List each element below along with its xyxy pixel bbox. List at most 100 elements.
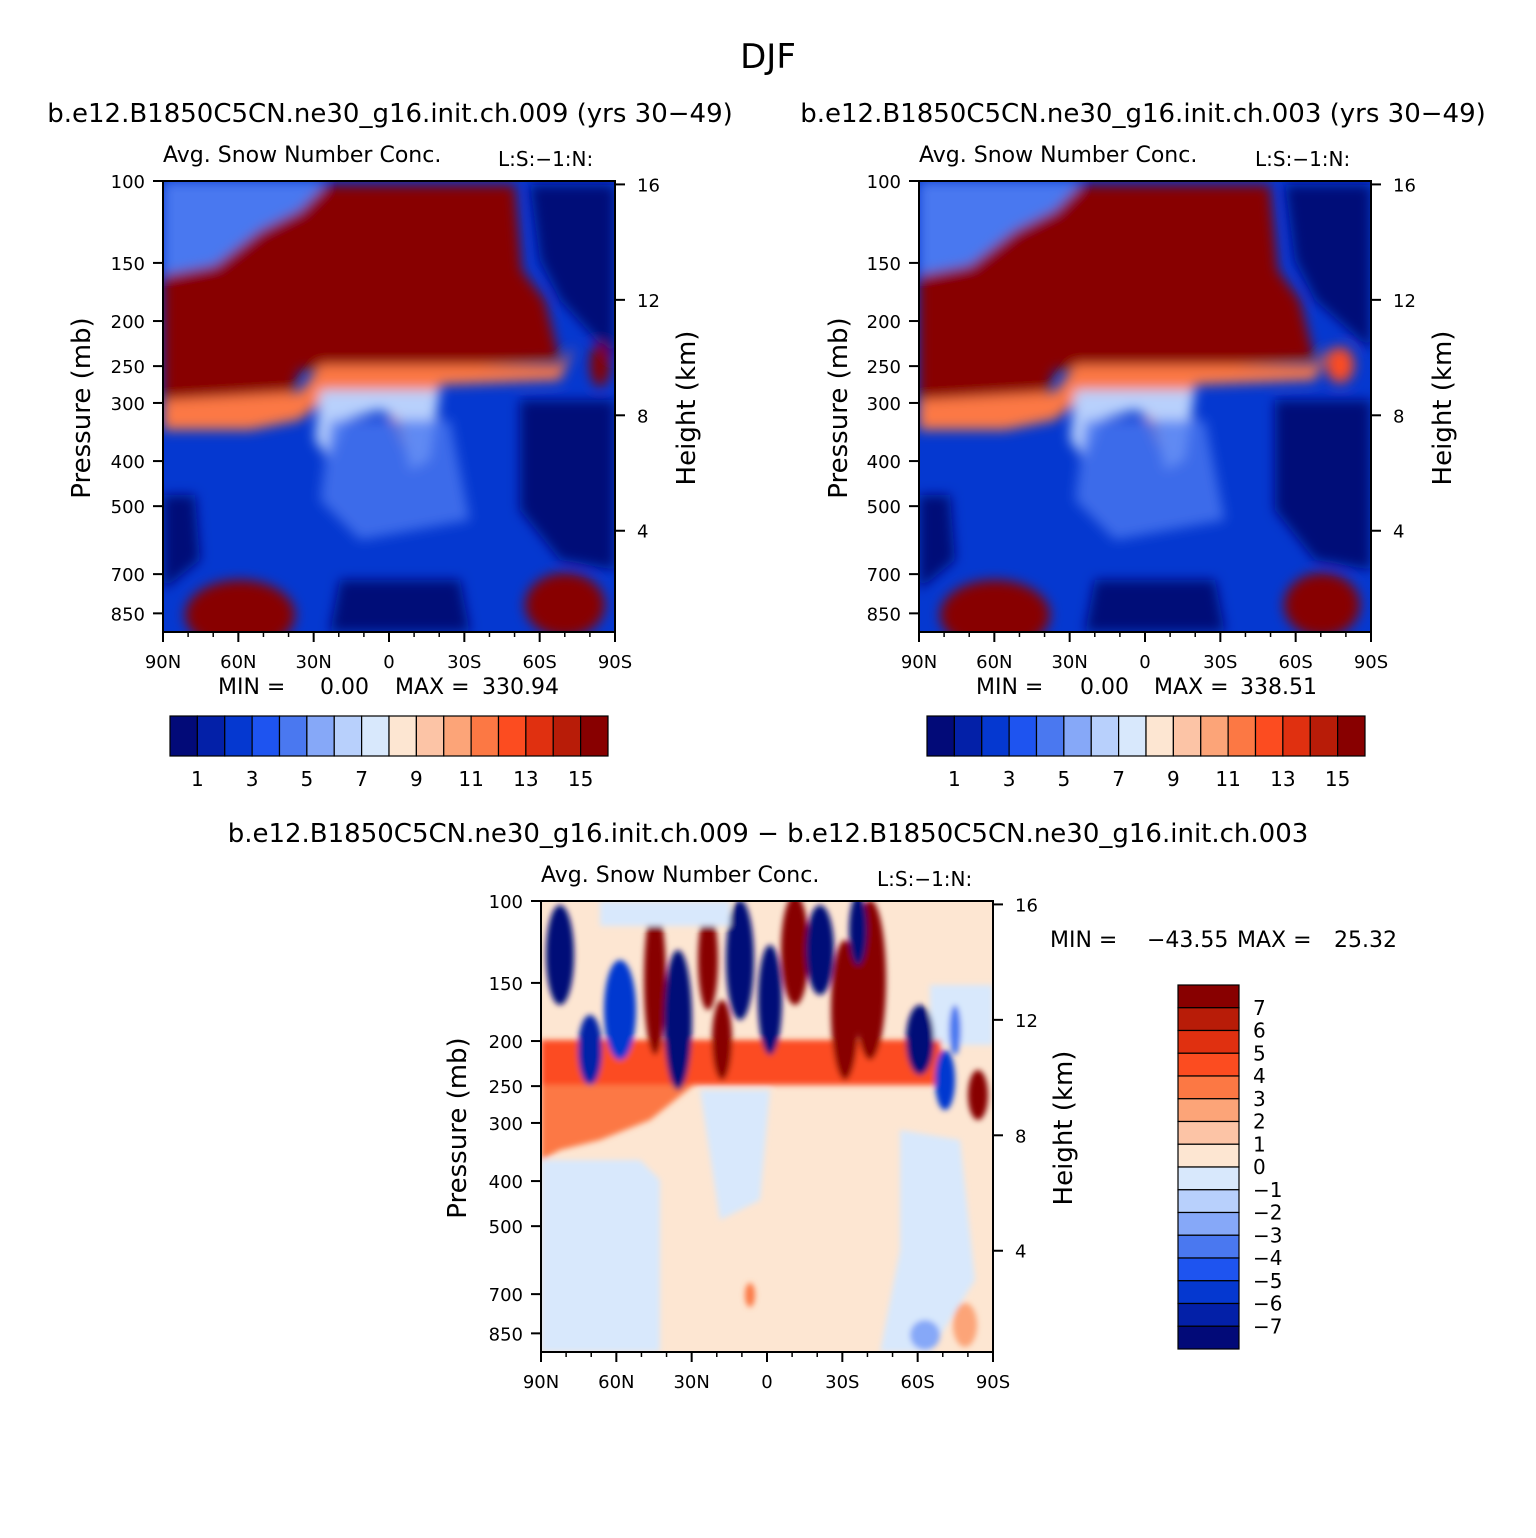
- y-tick-label: 850: [111, 604, 145, 625]
- y-tick-label: 500: [111, 497, 145, 518]
- panel-a-field: [163, 181, 615, 632]
- colorbar-label: 3: [1253, 1087, 1266, 1111]
- colorbar-label: 0: [1253, 1155, 1266, 1179]
- page-title: DJF: [740, 37, 796, 77]
- colorbar-swatch: [443, 715, 472, 757]
- panel-b-subtitle: Avg. Snow Number Conc.: [919, 143, 1197, 168]
- colorbar-label: 9: [1167, 767, 1180, 791]
- panel-a-max: 330.94: [482, 675, 559, 700]
- panel-diff-ylabel-right: Height (km): [1049, 1051, 1079, 1206]
- y-tick-label: 700: [867, 565, 901, 586]
- y-tick-label: 400: [867, 452, 901, 473]
- panel-b-min: 0.00: [1080, 675, 1129, 700]
- colorbar-swatch: [1254, 715, 1284, 757]
- colorbar-swatch: [552, 715, 582, 757]
- colorbar-swatch: [1177, 1075, 1240, 1100]
- colorbar-swatch: [1177, 1166, 1240, 1191]
- x-tick-label: 0: [761, 1372, 772, 1393]
- colorbar-label: 11: [458, 767, 483, 791]
- colorbar-swatch: [1177, 1029, 1240, 1054]
- y2-tick-label: 8: [1015, 1126, 1026, 1147]
- colorbar-swatch: [1177, 1302, 1240, 1327]
- colorbar-swatch: [1177, 1189, 1240, 1214]
- x-tick-label: 90S: [598, 652, 632, 673]
- colorbar-label: −3: [1253, 1223, 1282, 1247]
- panel-diff-axes: 90N 60N 30N 0 30S 60S 90S 100 150 200 250 300 400 500…: [489, 892, 1038, 1393]
- panel-b-ylabel: Pressure (mb): [824, 317, 854, 498]
- colorbar-swatch: [1177, 984, 1240, 1009]
- colorbar-label: 1: [948, 767, 961, 791]
- colorbar-swatch: [1172, 715, 1202, 757]
- y-tick-label: 200: [867, 312, 901, 333]
- colorbar-swatch: [1177, 1211, 1240, 1236]
- y-tick-label: 500: [867, 497, 901, 518]
- panel-b-max-label: MAX =: [1154, 675, 1229, 700]
- colorbar-label: 3: [246, 767, 259, 791]
- y-tick-label: 250: [111, 357, 145, 378]
- panel-b-axes: 90N 60N 30N 0 30S 60S 90S 100 150 200 250 300 400 500…: [867, 172, 1416, 673]
- x-tick-label: 30N: [673, 1372, 709, 1393]
- colorbar-swatch: [1177, 1098, 1240, 1123]
- colorbar-swatch: [196, 715, 226, 757]
- y2-tick-label: 12: [1015, 1011, 1038, 1032]
- colorbar-swatch: [1177, 1143, 1240, 1168]
- x-tick-label: 90S: [1354, 652, 1388, 673]
- colorbar-label: −6: [1253, 1292, 1282, 1316]
- x-tick-label: 90N: [523, 1372, 559, 1393]
- colorbar-label: 11: [1215, 767, 1240, 791]
- x-tick-label: 90N: [901, 652, 937, 673]
- y-tick-label: 100: [111, 172, 145, 193]
- x-tick-label: 90N: [145, 652, 181, 673]
- colorbar-swatch: [361, 715, 390, 757]
- panel-diff-min-label: MIN =: [1050, 928, 1117, 953]
- colorbar-swatch: [169, 715, 198, 757]
- x-tick-label: 90S: [976, 1372, 1010, 1393]
- x-tick-label: 0: [1139, 652, 1150, 673]
- y-tick-label: 700: [111, 565, 145, 586]
- panel-b-max: 338.51: [1240, 675, 1317, 700]
- y2-tick-label: 12: [1393, 291, 1416, 312]
- x-tick-label: 30S: [1203, 652, 1237, 673]
- panel-b-title: b.e12.B1850C5CN.ne30_g16.init.ch.003 (yr…: [800, 99, 1486, 129]
- colorbar-swatch: [1063, 715, 1092, 757]
- y-tick-label: 100: [489, 892, 523, 913]
- y2-tick-label: 4: [1393, 522, 1404, 543]
- panel-b-min-label: MIN =: [976, 675, 1043, 700]
- colorbar-label: 7: [355, 767, 368, 791]
- colorbar-label: 1: [191, 767, 204, 791]
- colorbar-label: 7: [1253, 996, 1266, 1020]
- x-tick-label: 30S: [447, 652, 481, 673]
- colorbar-swatch: [224, 715, 253, 757]
- y-tick-label: 150: [867, 254, 901, 275]
- y-tick-label: 200: [489, 1032, 523, 1053]
- y2-tick-label: 16: [1015, 895, 1038, 916]
- panel-a: b.e12.B1850C5CN.ne30_g16.init.ch.009 (yr…: [47, 99, 733, 791]
- colorbar-swatch: [981, 715, 1010, 757]
- x-tick-label: 60N: [598, 1372, 634, 1393]
- colorbar-label: 5: [1253, 1041, 1266, 1065]
- colorbar-swatch: [251, 715, 281, 757]
- panel-b: b.e12.B1850C5CN.ne30_g16.init.ch.003 (yr…: [800, 99, 1486, 791]
- panel-diff-min: −43.55: [1147, 928, 1228, 953]
- panel-diff-units: L:S:−1:N:: [877, 867, 972, 891]
- panel-a-title: b.e12.B1850C5CN.ne30_g16.init.ch.009 (yr…: [47, 99, 733, 129]
- panel-diff-max: 25.32: [1334, 928, 1397, 953]
- colorbar-label: 6: [1253, 1019, 1266, 1043]
- y2-tick-label: 8: [1393, 406, 1404, 427]
- colorbar-swatch: [278, 715, 308, 757]
- colorbar-label: 9: [410, 767, 423, 791]
- panel-b-colorbar: 1 3 5 7 9 11 13 15: [926, 715, 1366, 791]
- colorbar-label: 2: [1253, 1110, 1266, 1134]
- y2-tick-label: 12: [637, 291, 660, 312]
- colorbar-swatch: [415, 715, 445, 757]
- colorbar-swatch: [1090, 715, 1120, 757]
- colorbar-swatch: [1177, 1257, 1240, 1282]
- x-tick-label: 30S: [825, 1372, 859, 1393]
- y2-tick-label: 16: [1393, 175, 1416, 196]
- colorbar-label: 15: [568, 767, 593, 791]
- colorbar-swatch: [525, 715, 554, 757]
- y-tick-label: 250: [867, 357, 901, 378]
- y-tick-label: 250: [489, 1077, 523, 1098]
- y-tick-label: 150: [489, 974, 523, 995]
